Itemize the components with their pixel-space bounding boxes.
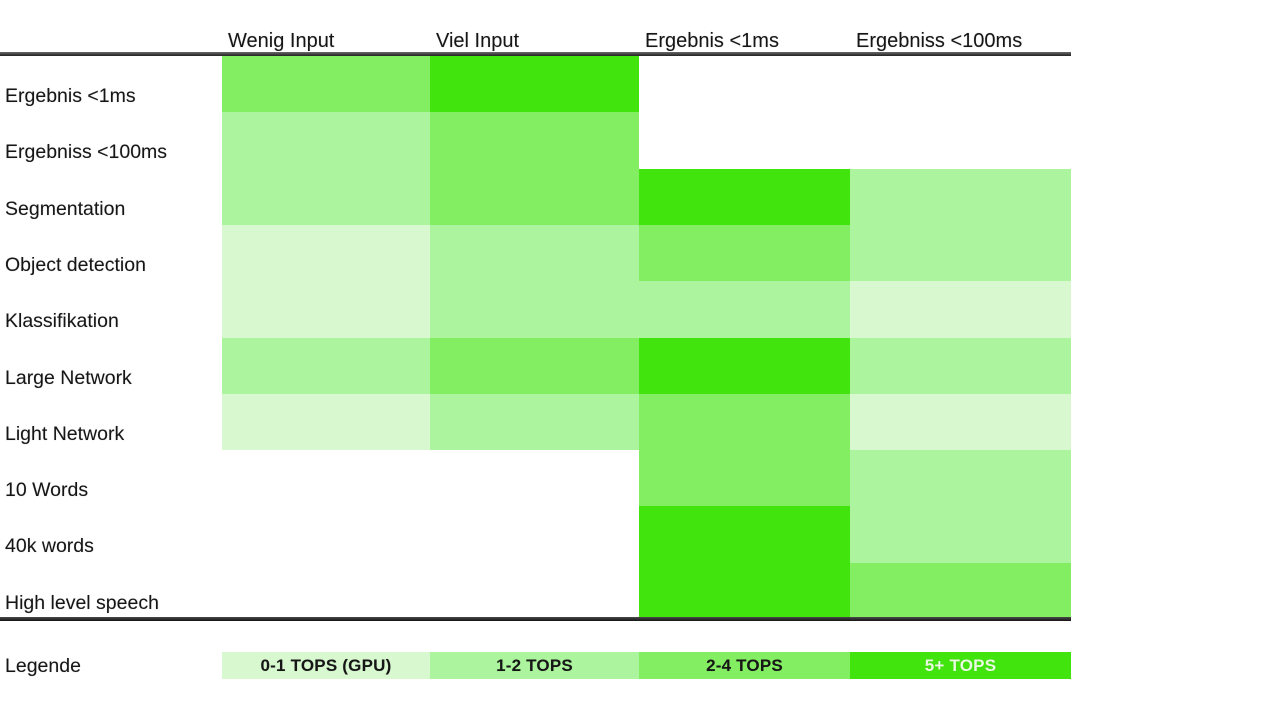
heatmap-cell	[850, 506, 1071, 563]
row-label: Large Network	[5, 367, 132, 389]
heatmap-cell	[639, 169, 850, 225]
heatmap-cell	[430, 394, 639, 450]
heatmap-cell	[850, 394, 1071, 450]
row-label: Ergebnis <1ms	[5, 85, 136, 107]
heatmap-cell	[430, 281, 639, 338]
legend-entry: 5+ TOPS	[850, 652, 1071, 679]
heatmap-cell	[850, 169, 1071, 225]
heatmap-cell	[639, 563, 850, 619]
row-label: Segmentation	[5, 198, 126, 220]
heatmap-cell	[639, 394, 850, 450]
row-label: Object detection	[5, 254, 146, 276]
heatmap-cell	[639, 506, 850, 563]
column-header: Viel Input	[436, 30, 520, 52]
heatmap-cell	[222, 56, 430, 112]
heatmap-cell	[639, 338, 850, 394]
heatmap-cell	[430, 338, 639, 394]
row-label: Klassifikation	[5, 310, 119, 332]
column-header: Ergebniss <100ms	[856, 30, 1023, 52]
heatmap-cell	[850, 338, 1071, 394]
column-header: Ergebnis <1ms	[645, 30, 779, 52]
heatmap-cell	[430, 169, 639, 225]
heatmap-cell	[430, 56, 639, 112]
header-divider-line	[0, 52, 1071, 56]
table-bottom-line	[0, 617, 1071, 621]
row-label: Light Network	[5, 423, 125, 445]
heatmap-cell	[639, 225, 850, 281]
legend-entry: 2-4 TOPS	[639, 652, 850, 679]
heatmap-cell	[850, 225, 1071, 281]
heatmap-cell	[222, 394, 430, 450]
heatmap-cell	[430, 225, 639, 281]
heatmap-cell	[639, 281, 850, 338]
legend-entry: 0-1 TOPS (GPU)	[222, 652, 430, 679]
heatmap-cell	[639, 450, 850, 506]
legend-entry: 1-2 TOPS	[430, 652, 639, 679]
row-label: 10 Words	[5, 479, 89, 501]
heatmap-cell	[850, 281, 1071, 338]
row-label: High level speech	[5, 592, 159, 614]
heatmap-cell	[850, 450, 1071, 506]
heatmap-cell	[222, 169, 430, 225]
heatmap-cell	[222, 112, 430, 169]
row-label: 40k words	[5, 535, 94, 557]
row-label: Ergebniss <100ms	[5, 141, 168, 163]
heatmap-cell	[222, 281, 430, 338]
heatmap-cell	[430, 112, 639, 169]
legend-title: Legende	[5, 655, 81, 677]
heatmap-cell	[222, 338, 430, 394]
column-header: Wenig Input	[228, 30, 335, 52]
heatmap-cell	[222, 225, 430, 281]
heatmap-cell	[850, 563, 1071, 619]
